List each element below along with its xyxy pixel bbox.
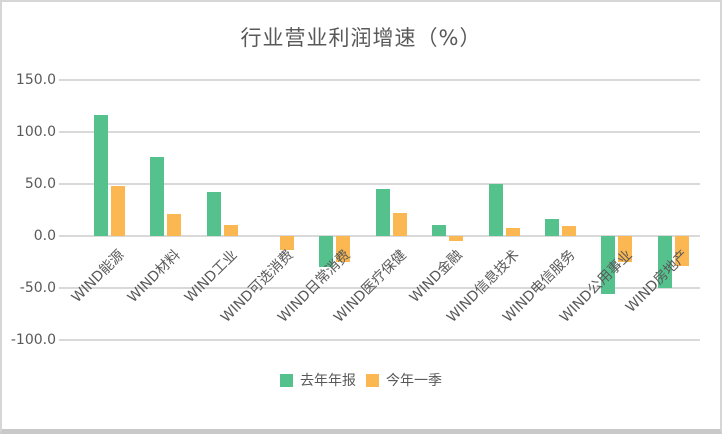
gridline: [59, 131, 700, 133]
legend-item-今年一季: 今年一季: [366, 370, 442, 390]
bar-去年年报-WIND能源: [93, 115, 108, 236]
bar-今年一季-WIND材料: [167, 214, 182, 236]
gridline: [59, 183, 700, 185]
gridline: [59, 235, 700, 237]
legend-item-去年年报: 去年年报: [280, 370, 356, 390]
bar-去年年报-WIND信息技术: [488, 184, 503, 236]
bar-去年年报-WIND金融: [432, 224, 447, 236]
bar-今年一季-WIND可选消费: [279, 236, 294, 250]
gridline: [59, 339, 700, 341]
bar-去年年报-WIND材料: [150, 156, 165, 236]
bar-去年年报-WIND医疗保健: [375, 189, 390, 236]
bar-今年一季-WIND日常消费: [336, 236, 351, 262]
y-axis-tick-label: -100.0: [10, 332, 56, 348]
bar-去年年报-WIND工业: [206, 192, 221, 236]
bar-今年一季-WIND工业: [223, 224, 238, 236]
bar-今年一季-WIND公用事业: [618, 236, 633, 262]
legend-label: 去年年报: [300, 373, 356, 389]
y-axis-tick-label: 50.0: [24, 176, 56, 192]
gridline: [59, 79, 700, 81]
gridline: [59, 287, 700, 289]
bar-今年一季-WIND电信服务: [561, 225, 576, 236]
bar-今年一季-WIND能源: [110, 186, 125, 236]
legend-swatch-icon: [280, 373, 293, 387]
chart-title: 行业营业利润增速（%）: [240, 26, 482, 50]
bar-今年一季-WIND医疗保健: [392, 213, 407, 236]
legend-swatch-icon: [366, 373, 379, 387]
bar-去年年报-WIND公用事业: [601, 236, 616, 295]
bar-去年年报-WIND日常消费: [319, 236, 334, 268]
legend: 去年年报 今年一季: [2, 370, 720, 390]
y-axis-tick-label: 100.0: [15, 124, 56, 140]
x-axis-category-label: WIND能源: [68, 247, 128, 306]
legend-label: 今年一季: [386, 373, 442, 389]
bar-今年一季-WIND信息技术: [505, 227, 520, 236]
y-axis-tick-label: -50.0: [19, 280, 56, 296]
bar-去年年报-WIND房地产: [657, 236, 672, 288]
bar-去年年报-WIND电信服务: [544, 219, 559, 236]
y-axis-tick-label: 0.0: [33, 228, 56, 244]
bar-今年一季-WIND金融: [449, 236, 464, 242]
x-axis-category-label: WIND材料: [125, 247, 185, 306]
y-axis-tick-label: 150.0: [15, 72, 56, 88]
bar-今年一季-WIND房地产: [674, 236, 689, 267]
